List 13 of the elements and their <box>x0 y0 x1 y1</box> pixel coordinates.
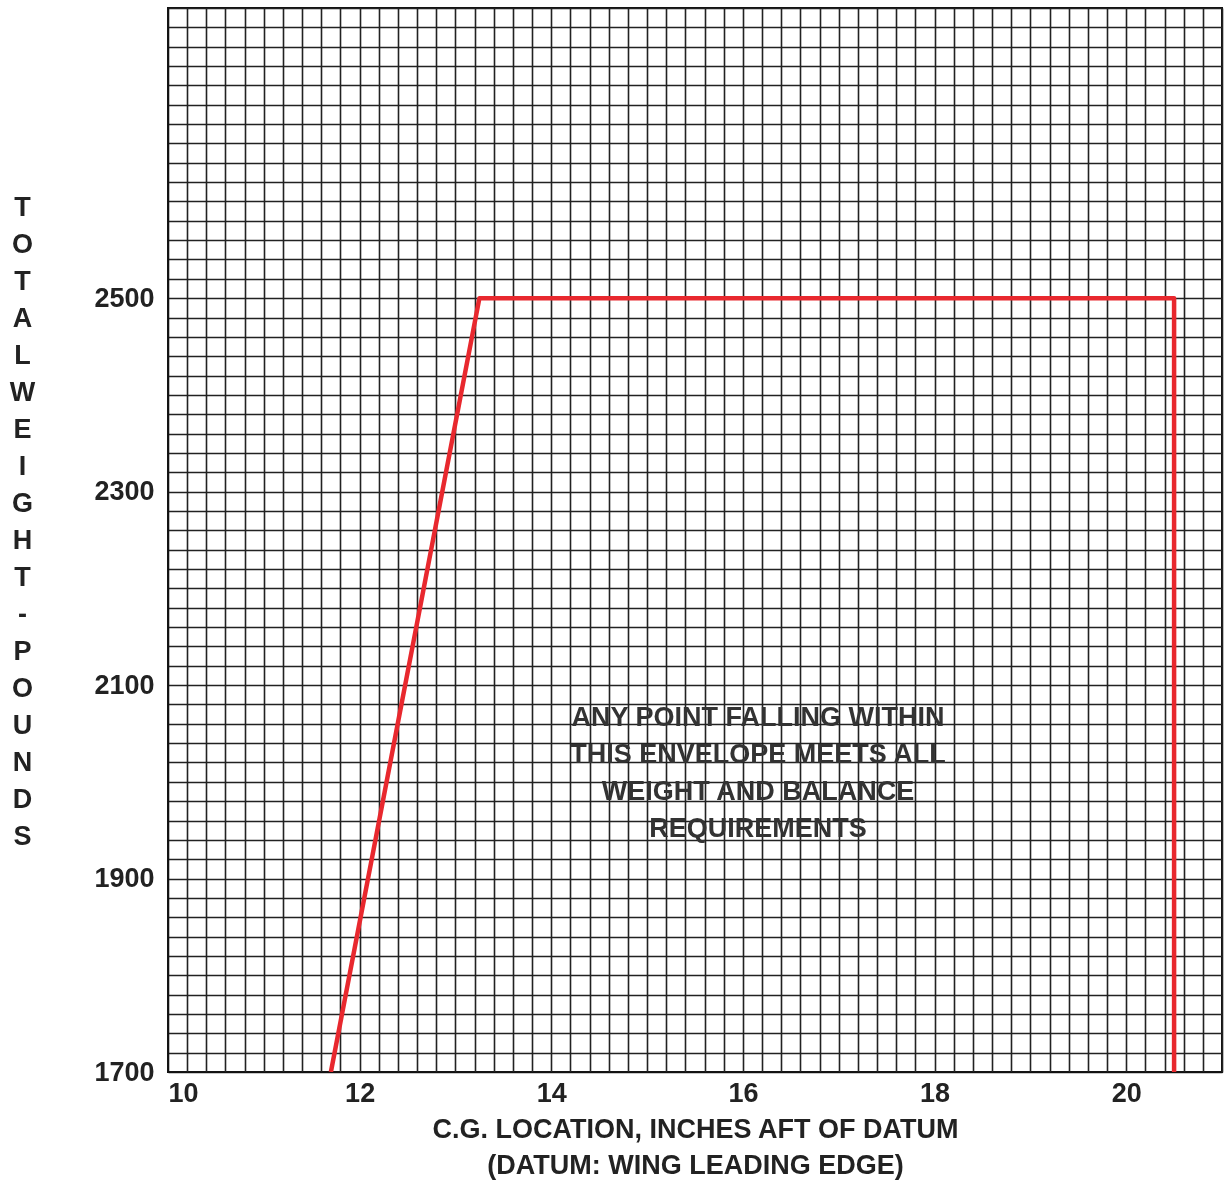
y-tick-label: 1900 <box>94 863 155 894</box>
x-tick-label: 18 <box>920 1077 951 1108</box>
y-tick-label: 2500 <box>94 282 155 313</box>
text: TOTAL WEIGHT - POUNDS <box>9 191 36 851</box>
x-tick-label: 14 <box>536 1077 567 1108</box>
x-axis-title: C.G. LOCATION, INCHES AFT OF DATUM (DATUM: WING LEADING EDGE) <box>432 1113 959 1180</box>
x-tick-label: 20 <box>1111 1077 1142 1108</box>
y-tick-label: 1700 <box>94 1056 155 1087</box>
x-tick-label: 10 <box>168 1077 199 1108</box>
y-tick-label: 2100 <box>94 669 155 700</box>
x-tick-label: 12 <box>345 1077 376 1108</box>
x-tick-label: 16 <box>728 1077 759 1108</box>
y-tick-label: 2300 <box>94 476 155 507</box>
